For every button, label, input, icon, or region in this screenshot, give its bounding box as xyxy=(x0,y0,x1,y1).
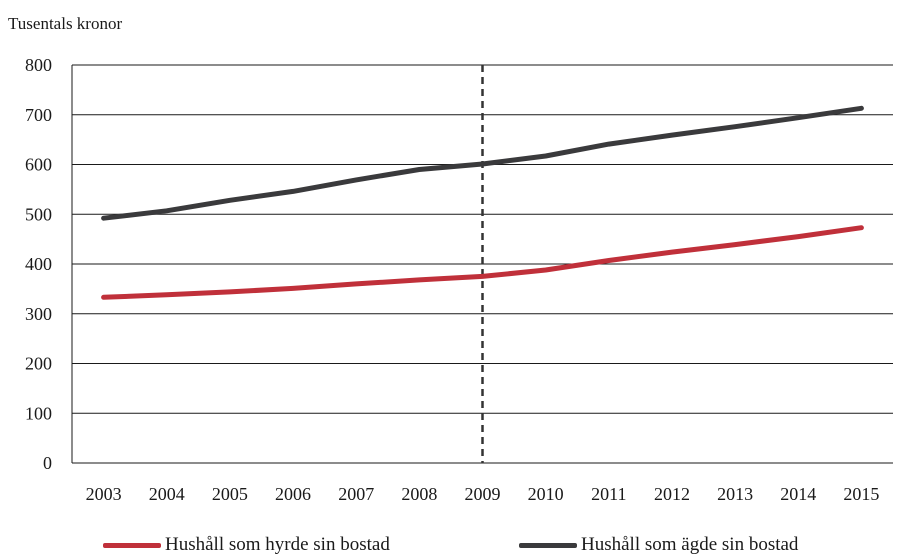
x-tick-label-2012: 2012 xyxy=(654,484,690,504)
legend-label-renters: Hushåll som hyrde sin bostad xyxy=(165,534,390,555)
x-tick-label-2003: 2003 xyxy=(86,484,122,504)
series-layer xyxy=(101,105,864,300)
x-tick-label-2014: 2014 xyxy=(780,484,816,504)
x-tick-label-2005: 2005 xyxy=(212,484,248,504)
y-tick-label-100: 100 xyxy=(25,403,52,423)
y-tick-label-0: 0 xyxy=(43,453,52,473)
x-tick-label-2006: 2006 xyxy=(275,484,311,504)
legend: Hushåll som hyrde sin bostad Hushåll som… xyxy=(0,534,906,558)
x-tick-label-2011: 2011 xyxy=(591,484,626,504)
x-tick-label-2010: 2010 xyxy=(528,484,564,504)
legend-item-renters: Hushåll som hyrde sin bostad xyxy=(103,534,390,556)
x-tick-label-2013: 2013 xyxy=(717,484,753,504)
x-tick-label-2015: 2015 xyxy=(843,484,879,504)
legend-swatch-owners xyxy=(519,542,577,548)
y-tick-label-700: 700 xyxy=(25,105,52,125)
x-tick-label-2004: 2004 xyxy=(149,484,185,504)
legend-item-owners: Hushåll som ägde sin bostad xyxy=(519,534,798,556)
series-line-owners xyxy=(101,105,864,221)
legend-swatch-renters xyxy=(103,542,161,548)
x-tick-label-2009: 2009 xyxy=(465,484,501,504)
x-tick-labels: 2003 2004 2005 2006 2007 2008 2009 2010 2011 2012… xyxy=(86,484,880,504)
y-tick-labels: 0 100 200 300 400 500 600 700 800 xyxy=(25,55,52,473)
y-tick-label-800: 800 xyxy=(25,55,52,75)
y-tick-label-400: 400 xyxy=(25,254,52,274)
y-tick-label-600: 600 xyxy=(25,155,52,175)
legend-label-owners: Hushåll som ägde sin bostad xyxy=(581,534,799,555)
y-tick-label-300: 300 xyxy=(25,304,52,324)
y-tick-label-500: 500 xyxy=(25,204,52,224)
x-tick-label-2008: 2008 xyxy=(401,484,437,504)
series-line-renters xyxy=(101,225,864,300)
y-axis-unit-label: Tusentals kronor xyxy=(8,14,123,33)
y-tick-label-200: 200 xyxy=(25,354,52,374)
x-tick-label-2007: 2007 xyxy=(338,484,374,504)
